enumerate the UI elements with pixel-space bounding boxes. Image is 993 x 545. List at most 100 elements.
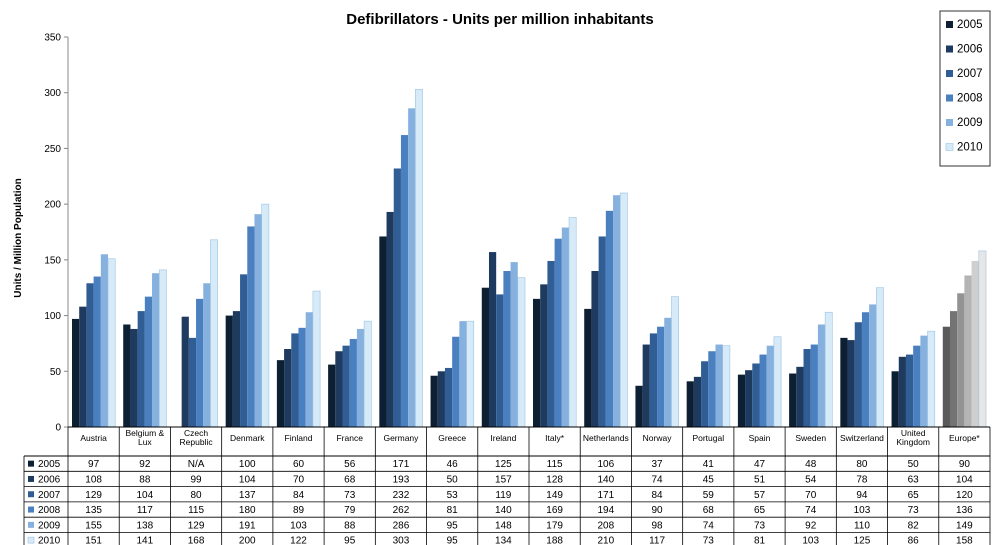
chart-title: Defibrillators - Units per million inhab…	[346, 11, 654, 28]
table-cell: 65	[754, 505, 766, 516]
table-cell: 65	[908, 490, 920, 501]
y-axis-label: Units / Million Population	[13, 178, 24, 297]
bar	[671, 296, 679, 428]
table-cell: 60	[293, 459, 305, 470]
table-cell: 95	[344, 536, 356, 545]
table-cell: 115	[188, 505, 204, 516]
table-cell: 140	[597, 474, 614, 485]
table-cell: 94	[856, 490, 868, 501]
bar	[619, 192, 628, 428]
y-tick-label: 300	[44, 88, 61, 99]
bar	[386, 211, 394, 427]
table-cell: 63	[908, 474, 920, 485]
table-cell: 200	[239, 536, 256, 545]
table-cell: 208	[597, 520, 614, 531]
bar	[225, 315, 233, 427]
table-cell: 88	[344, 520, 356, 531]
table-cell: 138	[136, 520, 153, 531]
bar	[657, 326, 665, 427]
bar	[240, 274, 248, 427]
table-cell: 70	[805, 490, 817, 501]
bar	[452, 336, 460, 427]
bar	[363, 320, 372, 428]
row-legend-key	[28, 521, 34, 528]
bar	[196, 298, 204, 427]
table-cell: 169	[546, 505, 563, 516]
table-cell: 149	[546, 490, 563, 501]
bar	[642, 344, 650, 427]
bar	[649, 333, 658, 427]
table-cell: 104	[136, 490, 153, 501]
table-cell: 129	[85, 490, 102, 501]
row-label: 2005	[38, 459, 61, 470]
bar	[722, 345, 731, 428]
table-cell: 89	[293, 505, 305, 516]
category-label: Greece	[438, 433, 466, 443]
bar	[232, 311, 241, 427]
table-cell: 92	[805, 520, 817, 531]
table-cell: 97	[88, 459, 100, 470]
bar	[93, 276, 101, 427]
category-label: France	[336, 433, 363, 443]
category-label: Finland	[285, 433, 313, 443]
bar	[927, 330, 936, 428]
bar	[466, 320, 475, 428]
bar	[488, 252, 497, 427]
bar	[540, 284, 548, 427]
table-cell: 180	[239, 505, 256, 516]
bar	[356, 328, 365, 427]
bar	[796, 366, 804, 427]
bar	[510, 262, 518, 427]
table-cell: 59	[703, 490, 715, 501]
bar	[737, 374, 746, 427]
bar	[584, 308, 592, 427]
bar	[393, 168, 401, 428]
row-label: 2006	[38, 474, 61, 485]
table-cell: 193	[393, 474, 410, 485]
table-cell: 100	[239, 459, 256, 470]
table-cell: 135	[85, 505, 102, 516]
table-cell: 157	[495, 474, 512, 485]
bar	[152, 273, 160, 427]
table-cell: 129	[188, 520, 205, 531]
table-cell: 168	[188, 536, 205, 545]
bar	[598, 236, 606, 427]
bar	[349, 338, 357, 427]
row-legend-key	[28, 460, 34, 467]
table-cell: 74	[703, 520, 715, 531]
table-cell: 106	[597, 459, 614, 470]
y-tick-label: 0	[55, 423, 61, 434]
category-label: Republic	[180, 437, 214, 447]
axes: 0 50 100 150 200 250 300 350	[44, 33, 69, 434]
bar	[664, 317, 672, 427]
category-label: Sweden	[795, 433, 826, 443]
table-cell: 119	[495, 490, 511, 501]
bar	[978, 250, 987, 428]
table-cell: 122	[290, 536, 307, 545]
bar	[276, 360, 285, 427]
table-cell: 92	[139, 459, 151, 470]
legend-swatch	[946, 70, 953, 77]
category-label: United	[901, 428, 926, 438]
bar	[188, 337, 197, 427]
table-cell: 148	[495, 520, 512, 531]
bar	[971, 260, 979, 427]
bar	[752, 363, 760, 427]
category-label: Ireland	[490, 433, 516, 443]
legend-label: 2006	[957, 44, 983, 56]
bar	[605, 210, 614, 427]
category-label: Europe*	[949, 433, 980, 443]
bar	[79, 306, 87, 427]
row-label: 2008	[38, 505, 61, 516]
bar	[891, 371, 899, 427]
bar	[561, 227, 570, 427]
table-cell: 158	[956, 536, 973, 545]
bar	[261, 203, 270, 428]
table-cell: 51	[754, 474, 766, 485]
table-cell: 194	[597, 505, 614, 516]
category-label: Italy*	[545, 433, 565, 443]
table-cell: 128	[546, 474, 563, 485]
bar	[503, 271, 511, 427]
table-cell: 48	[805, 459, 817, 470]
legend-label: 2010	[957, 142, 983, 154]
